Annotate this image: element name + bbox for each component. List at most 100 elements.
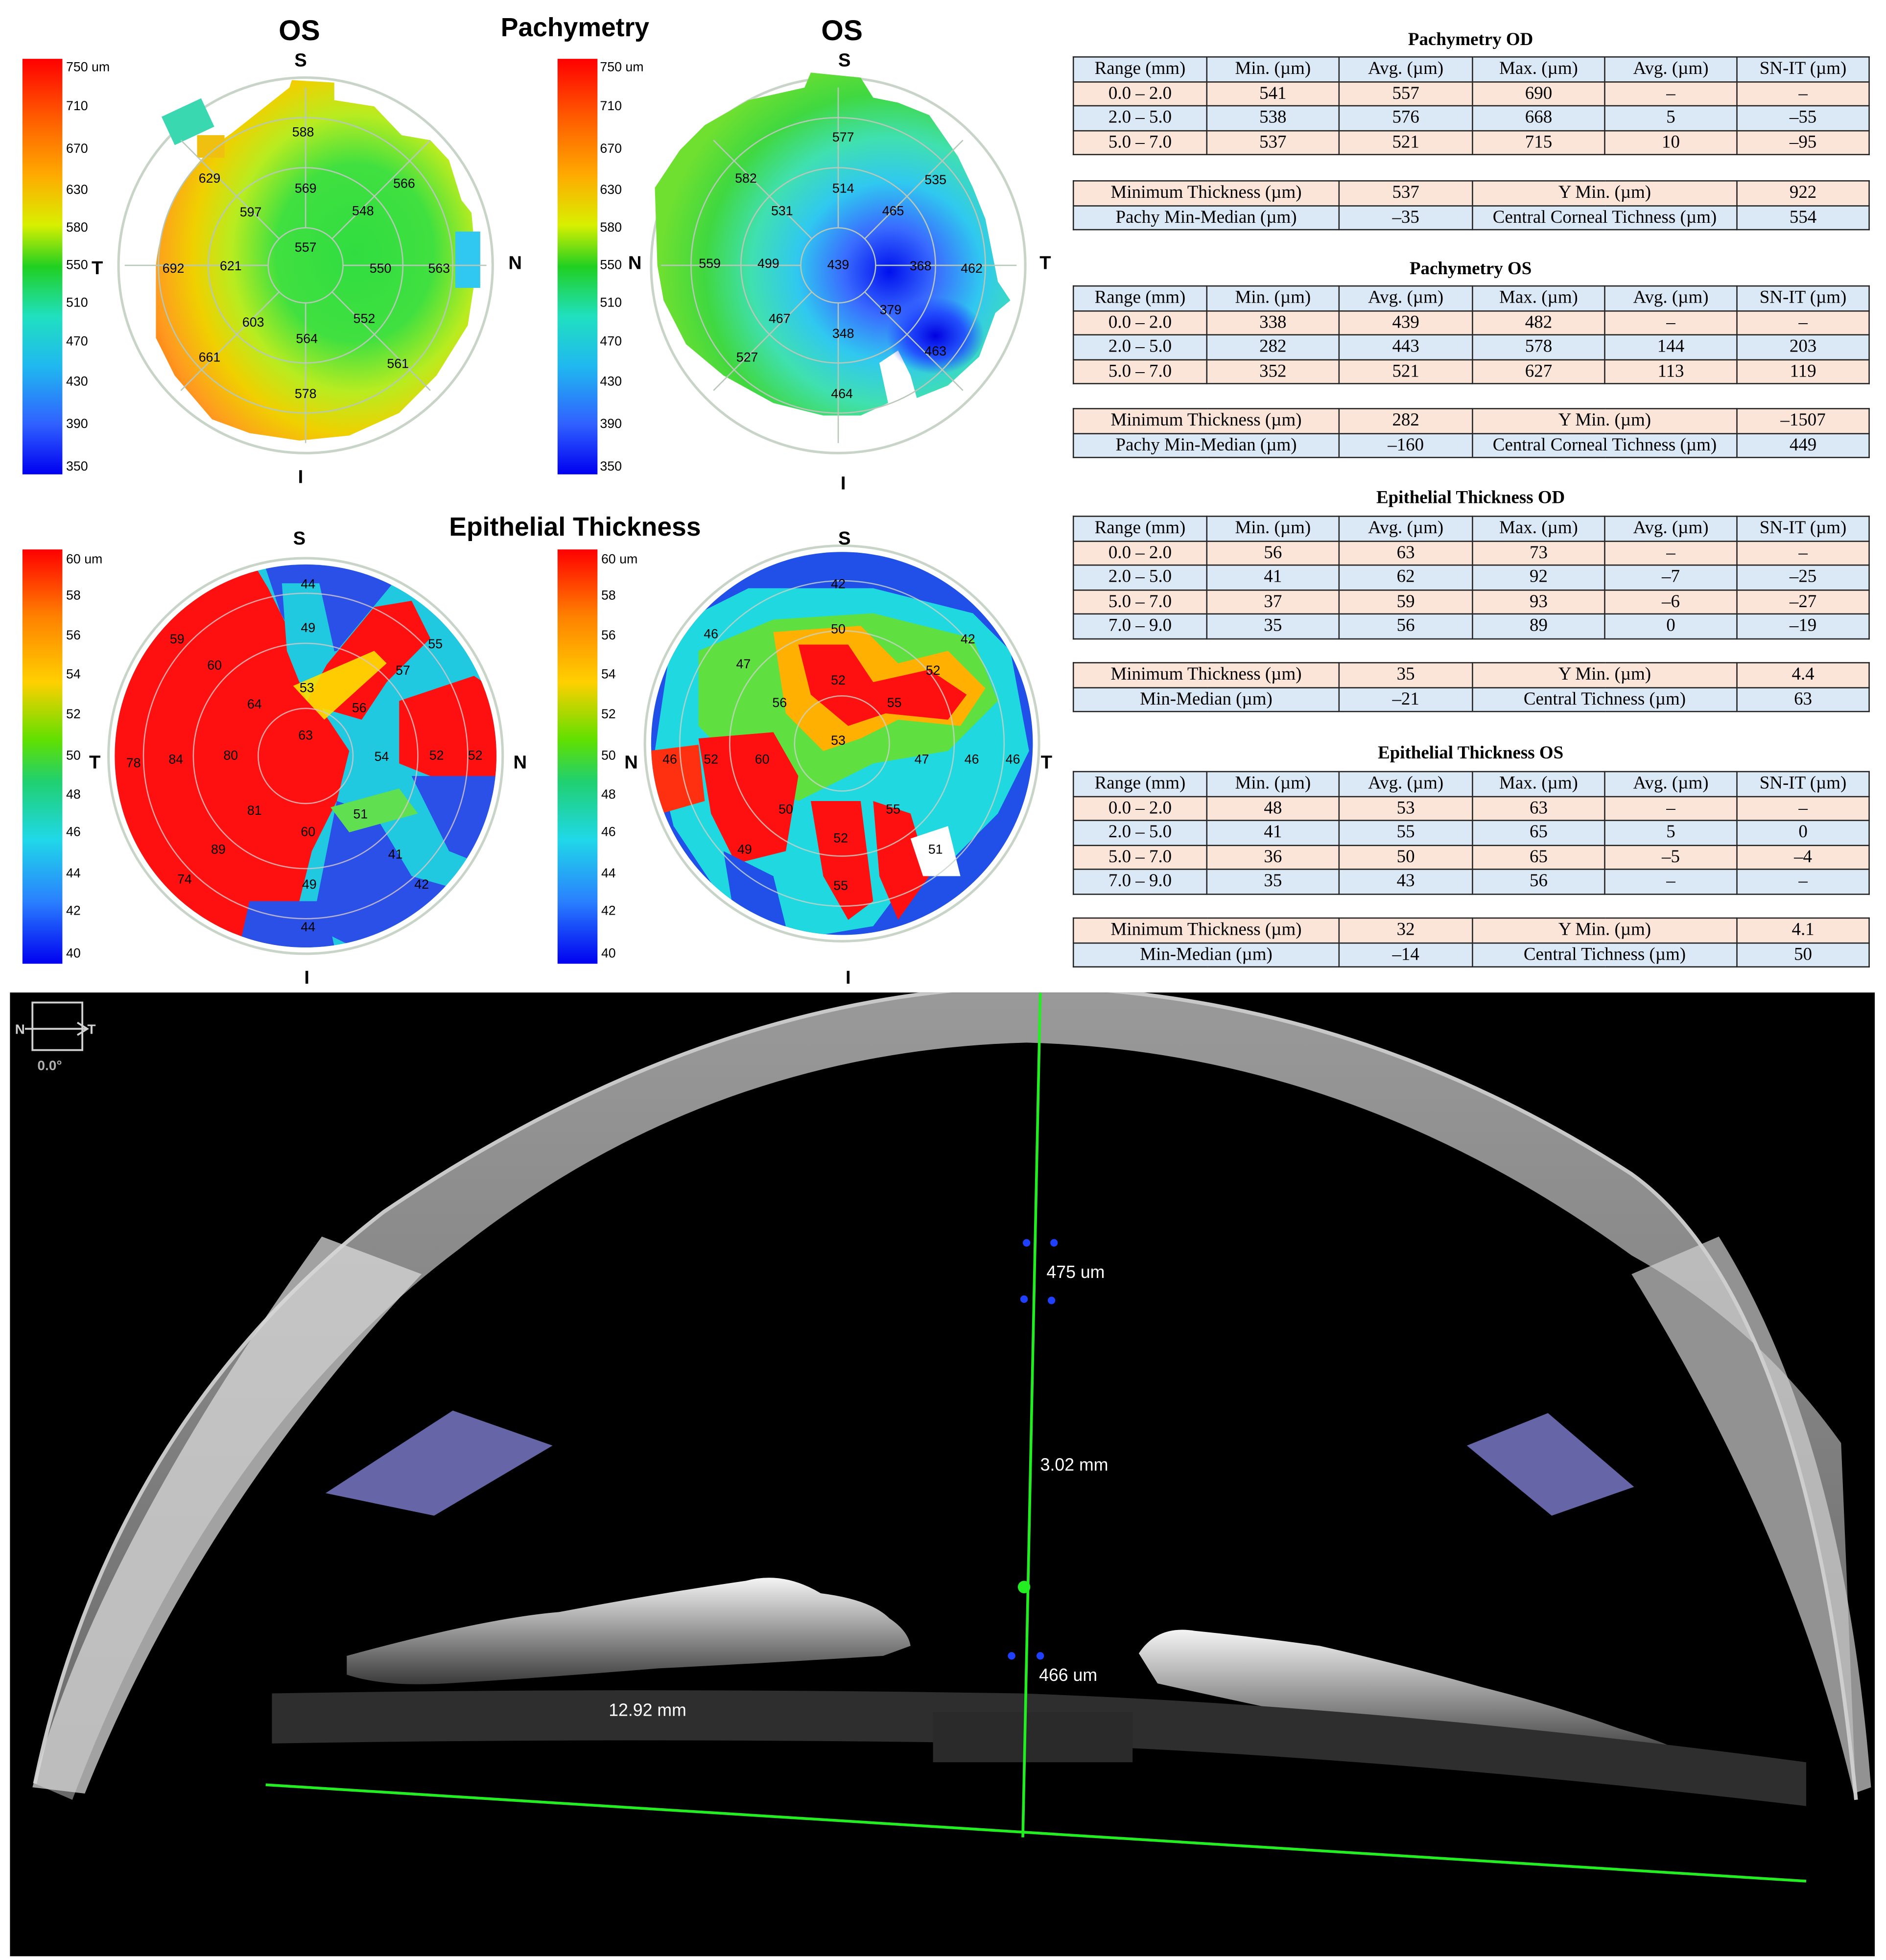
summary-cell: 922 [1736,180,1870,206]
pachy-os-title: Pachymetry OS [1409,259,1532,280]
pachy-scale-right-tick: 550 [600,258,622,272]
table-cell: 521 [1338,129,1473,155]
epi-right-value: 46 [662,752,677,766]
epi-scale-left-tick: 54 [66,666,81,681]
epi-od-summary: Minimum Thickness (µm) 35 Y Min. (µm) 4.4 Mi… [1072,662,1870,712]
pachy-right-t: T [1039,253,1051,274]
table-cell: 36 [1206,844,1340,870]
table-cell: 690 [1472,80,1605,107]
summary-cell: Min-Median (µm) [1072,942,1340,968]
epi-left-value: 60 [301,825,315,839]
table-cell: 55 [1338,820,1473,846]
epi-right-s: S [838,528,850,549]
summary-cell: 50 [1736,942,1870,968]
table-cell: 5 [1604,105,1738,131]
pachy-right-value: 463 [924,344,946,358]
table-cell: 56 [1206,540,1340,566]
table-cell: 7.0 – 9.0 [1072,869,1208,895]
summary-row: Min-Median (µm) –14 Central Tichness (µm) 5… [1072,942,1870,968]
epi-right-value: 42 [831,576,846,591]
summary-row: Minimum Thickness (µm) 282 Y Min. (µm) –150… [1072,408,1870,434]
epi-right-i: I [846,967,851,988]
summary-cell: –35 [1338,204,1473,231]
table-cell: 482 [1472,309,1605,336]
table-cell: – [1604,795,1738,821]
summary-cell: Central Corneal Tichness (µm) [1472,432,1738,458]
epi-right-value: 55 [886,802,900,816]
epi-right-value: 46 [1006,752,1020,766]
scan-orientation-box [24,1001,89,1051]
pachy-left-value: 557 [295,240,317,255]
pachy-os-summary: Minimum Thickness (µm) 282 Y Min. (µm) –150… [1072,408,1870,458]
pachy-right-value: 464 [831,386,853,401]
table-cell: 56 [1338,613,1473,639]
table-cell: 41 [1206,564,1340,590]
epi-scale-left-tick: 42 [66,903,81,918]
table-row: 2.0 – 5.0 538 576 668 5 –55 [1072,105,1870,131]
epi-left-s: S [293,528,306,549]
column-header: Avg. (µm) [1604,516,1738,542]
summary-cell: 537 [1338,180,1473,206]
table-header-row: Range (mm) Min. (µm) Avg. (µm) Max. (µm) Avg… [1072,285,1870,311]
pachy-od-table: Range (mm) Min. (µm) Avg. (µm) Max. (µm) Avg… [1072,56,1870,155]
epi-right-value: 50 [778,802,793,816]
table-cell: 48 [1206,795,1340,821]
summary-cell: 35 [1338,662,1473,688]
pachy-scale-right-tick: 350 [600,459,622,473]
pachy-right-value: 531 [771,204,793,218]
summary-cell: Y Min. (µm) [1472,662,1738,688]
pachy-scale-left-tick: 430 [66,374,88,388]
pachy-od-title: Pachymetry OD [1408,30,1533,50]
summary-cell: –160 [1338,432,1473,458]
epi-scale-right-tick: 60 um [601,551,637,566]
table-cell: 56 [1472,869,1605,895]
epi-right-value: 49 [737,842,752,856]
table-cell: 10 [1604,129,1738,155]
column-header: Range (mm) [1072,56,1208,82]
pachy-right-s: S [838,49,850,71]
table-cell: 557 [1338,80,1473,107]
epi-right-value: 46 [704,627,718,641]
table-cell: 119 [1736,358,1870,384]
measure-lens-label: 466 um [1039,1665,1097,1685]
epi-left-value: 56 [352,700,367,715]
table-cell: – [1604,80,1738,107]
pachy-right-value: 514 [832,181,854,196]
measure-width-label: 12.92 mm [609,1700,686,1720]
table-cell: –5 [1604,844,1738,870]
summary-cell: Min-Median (µm) [1072,686,1340,712]
table-row: 2.0 – 5.0 41 55 65 5 0 [1072,820,1870,846]
epi-od-table: Range (mm) Min. (µm) Avg. (µm) Max. (µm) Avg… [1072,516,1870,639]
table-cell: 0.0 – 2.0 [1072,795,1208,821]
table-row: 2.0 – 5.0 41 62 92 –7 –25 [1072,564,1870,590]
epi-right-t: T [1041,752,1052,773]
pachy-right-value: 527 [736,350,758,365]
pachy-right-value: 499 [757,256,779,271]
summary-cell: 63 [1736,686,1870,712]
measurement-tables: Pachymetry OD Range (mm) Min. (µm) Avg. (µ… [1072,0,1871,989]
table-cell: 282 [1206,334,1340,360]
pachy-left-value: 692 [163,261,185,276]
epi-right-value: 55 [887,695,902,710]
table-cell: 2.0 – 5.0 [1072,564,1208,590]
pachy-map-right: 577 582 514 535 531 465 559 499 439 368 462 379 467 3… [650,72,1027,454]
column-header: SN-IT (µm) [1736,285,1870,311]
epi-right-value: 51 [928,842,943,856]
epi-scale-right-tick: 44 [601,866,616,880]
table-cell: 62 [1338,564,1473,590]
epi-left-value: 63 [298,728,313,743]
epi-right-value: 52 [831,673,846,687]
epi-left-value: 80 [223,748,238,763]
table-cell: 0 [1736,820,1870,846]
epi-scale-left-tick: 50 [66,748,81,763]
table-cell: 63 [1472,795,1605,821]
column-header: Avg. (µm) [1604,771,1738,797]
epi-right-n: N [624,752,638,773]
epi-scale-right-tick: 48 [601,787,616,802]
measurement-lines [265,992,1807,1883]
summary-cell: –1507 [1736,408,1870,434]
pachy-right-value: 582 [735,171,757,186]
limbus-right [1631,1236,1871,1794]
